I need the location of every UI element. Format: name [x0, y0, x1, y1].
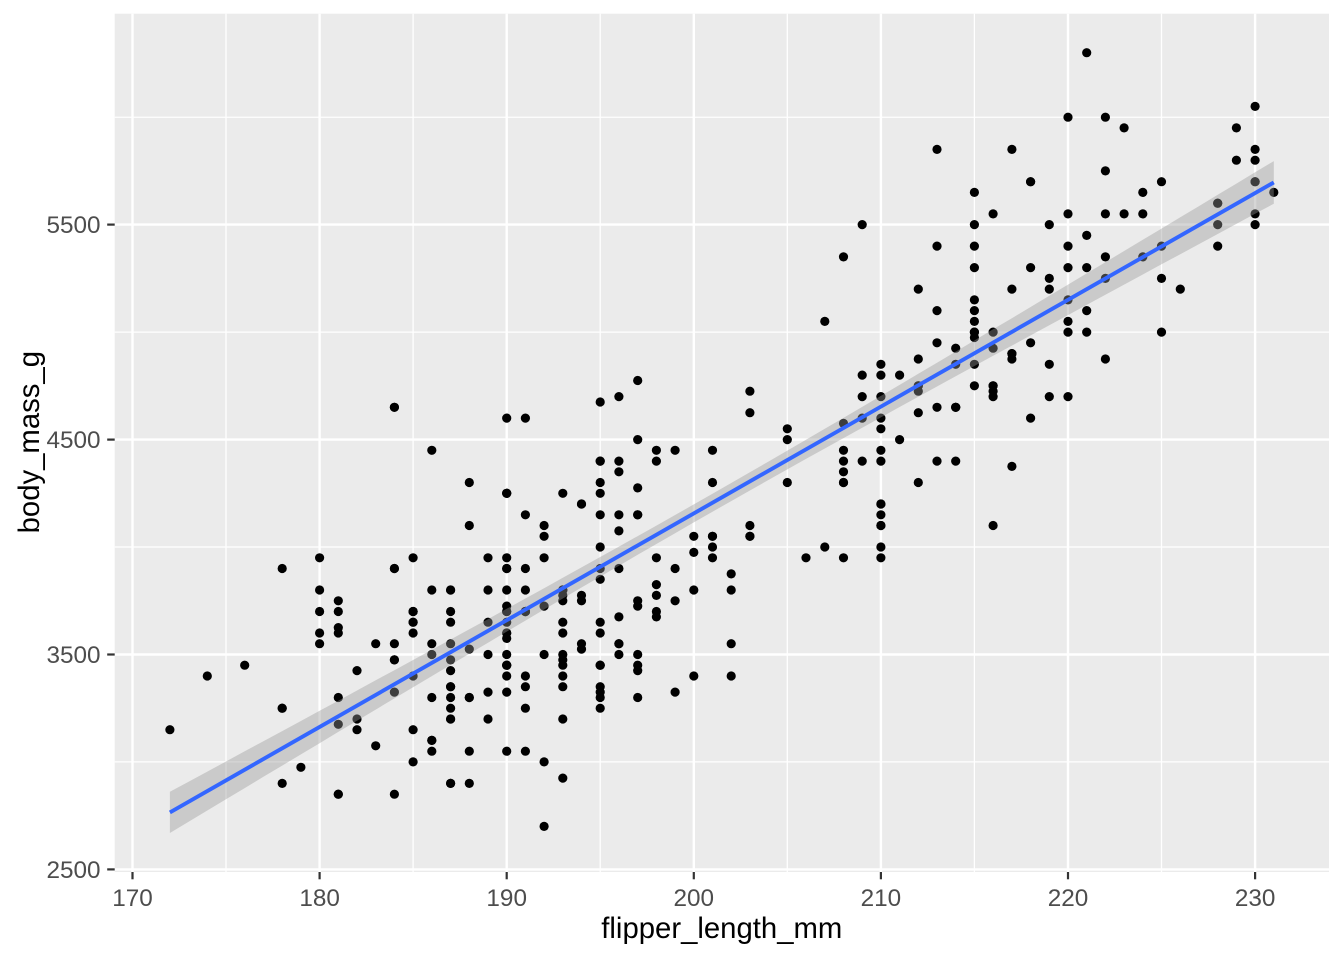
- svg-text:flipper_length_mm: flipper_length_mm: [601, 912, 842, 945]
- svg-text:230: 230: [1235, 885, 1276, 912]
- svg-text:170: 170: [112, 885, 153, 912]
- svg-text:190: 190: [486, 885, 527, 912]
- svg-text:2500: 2500: [46, 857, 100, 884]
- svg-text:180: 180: [299, 885, 340, 912]
- svg-text:body_mass_g: body_mass_g: [13, 351, 46, 533]
- svg-text:3500: 3500: [46, 642, 100, 669]
- svg-text:4500: 4500: [46, 427, 100, 454]
- svg-text:220: 220: [1048, 885, 1089, 912]
- svg-text:200: 200: [674, 885, 715, 912]
- svg-text:5500: 5500: [46, 212, 100, 239]
- svg-text:210: 210: [861, 885, 902, 912]
